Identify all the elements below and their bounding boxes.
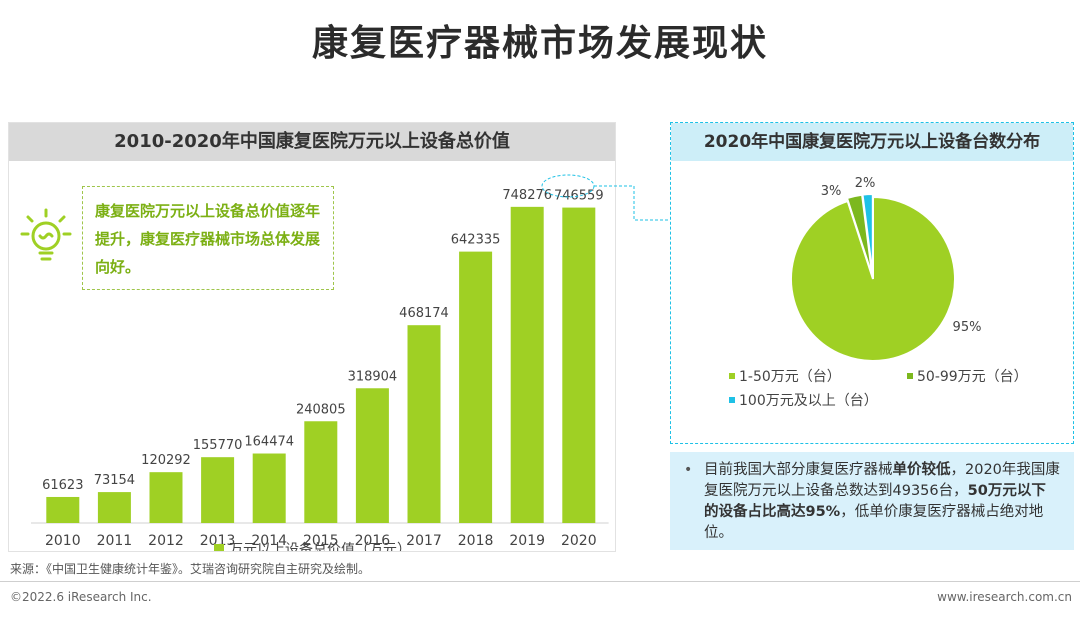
note-emphasis: 单价较低 (892, 462, 951, 478)
copyright-text: ©2022.6 iResearch Inc. (10, 590, 152, 604)
bar-chart-panel: 2010-2020年中国康复医院万元以上设备总价值 61623 2010 73154… (8, 122, 616, 552)
x-tick-label: 2019 (509, 533, 545, 549)
bar (201, 457, 235, 523)
legend-label: 100万元及以上（台） (739, 393, 878, 409)
pie-slice (861, 193, 874, 277)
bar (304, 421, 338, 523)
x-tick-label: 2014 (251, 533, 287, 549)
website-link[interactable]: www.iresearch.com.cn (937, 590, 1072, 604)
pie-slice (790, 195, 956, 362)
legend-label: 1-50万元（台） (739, 369, 841, 385)
data-label: 748276 (502, 188, 552, 203)
x-tick-label: 2020 (561, 533, 597, 549)
legend-swatch (729, 397, 735, 403)
bar (562, 207, 596, 523)
legend-label: 50-99万元（台） (917, 369, 1028, 385)
legend-swatch (214, 544, 224, 551)
legend-swatch (729, 373, 735, 379)
data-label: 318904 (348, 369, 398, 384)
summary-note-text: 目前我国大部分康复医疗器械单价较低，2020年我国康复医院万元以上设备总数达到4… (704, 462, 1060, 541)
note-segment: ，低单价康复医疗器械占绝对地位。 (704, 504, 1044, 541)
data-label: 155770 (193, 438, 243, 453)
data-label: 240805 (296, 402, 346, 417)
data-label: 642335 (451, 233, 501, 248)
data-label: 61623 (42, 478, 83, 493)
pie-value-label: 3% (821, 184, 842, 199)
x-tick-label: 2016 (355, 533, 391, 549)
bar (252, 453, 286, 523)
lightbulb-icon (20, 208, 72, 261)
bar-chart-title: 2010-2020年中国康复医院万元以上设备总价值 (9, 123, 615, 161)
callout-text: 康复医院万元以上设备总价值逐年提升，康复医疗器械市场总体发展向好。 (95, 202, 321, 276)
bar (407, 325, 441, 523)
note-segment: ，2020年我国康复医院万元以上设备总数达到49356台， (704, 462, 1060, 499)
data-label: 164474 (244, 435, 294, 450)
pie-chart-panel: 2020年中国康复医院万元以上设备台数分布 95% 3% 2% 1-50万元（台） 50… (670, 122, 1074, 444)
note-emphasis: 50万元以下的设备占比高达95% (704, 483, 1046, 520)
pie-chart: 95% 3% 2% 1-50万元（台） 50-99万元（台） 100万元及以上（台） (729, 176, 1028, 409)
bar (149, 472, 183, 523)
bar (459, 251, 493, 523)
legend-label: 万元以上设备总价值（万元） (229, 541, 411, 551)
x-tick-label: 2015 (303, 533, 339, 549)
pie-value-label: 2% (855, 176, 876, 191)
summary-note: • 目前我国大部分康复医疗器械单价较低，2020年我国康复医院万元以上设备总数达… (670, 452, 1074, 550)
data-label: 746559 (554, 189, 604, 204)
bar (46, 496, 80, 523)
x-tick-label: 2017 (406, 533, 442, 549)
bullet-icon: • (684, 462, 693, 478)
data-label: 73154 (94, 473, 135, 488)
x-tick-label: 2012 (148, 533, 184, 549)
x-tick-label: 2018 (458, 533, 494, 549)
footer-divider (0, 581, 1080, 582)
callout-box: 康复医院万元以上设备总价值逐年提升，康复医疗器械市场总体发展向好。 (82, 186, 334, 290)
pie-chart-title: 2020年中国康复医院万元以上设备台数分布 (671, 123, 1073, 161)
note-segment: 目前我国大部分康复医疗器械 (704, 462, 893, 478)
x-tick-label: 2013 (200, 533, 236, 549)
pie-value-label: 95% (953, 320, 982, 335)
x-tick-label: 2010 (45, 533, 81, 549)
bar (355, 388, 389, 523)
bar (510, 206, 544, 523)
x-tick-label: 2011 (97, 533, 133, 549)
bar-chart: 61623 2010 73154 2011 120292 2012 155770 2013 16… (31, 188, 609, 551)
data-label: 468174 (399, 306, 449, 321)
data-label: 120292 (141, 453, 191, 468)
bar (97, 492, 131, 523)
page-title: 康复医疗器械市场发展现状 (311, 23, 768, 64)
legend-swatch (907, 373, 913, 379)
source-text: 来源：《中国卫生健康统计年鉴》。艾瑞咨询研究院自主研究及绘制。 (10, 562, 371, 576)
